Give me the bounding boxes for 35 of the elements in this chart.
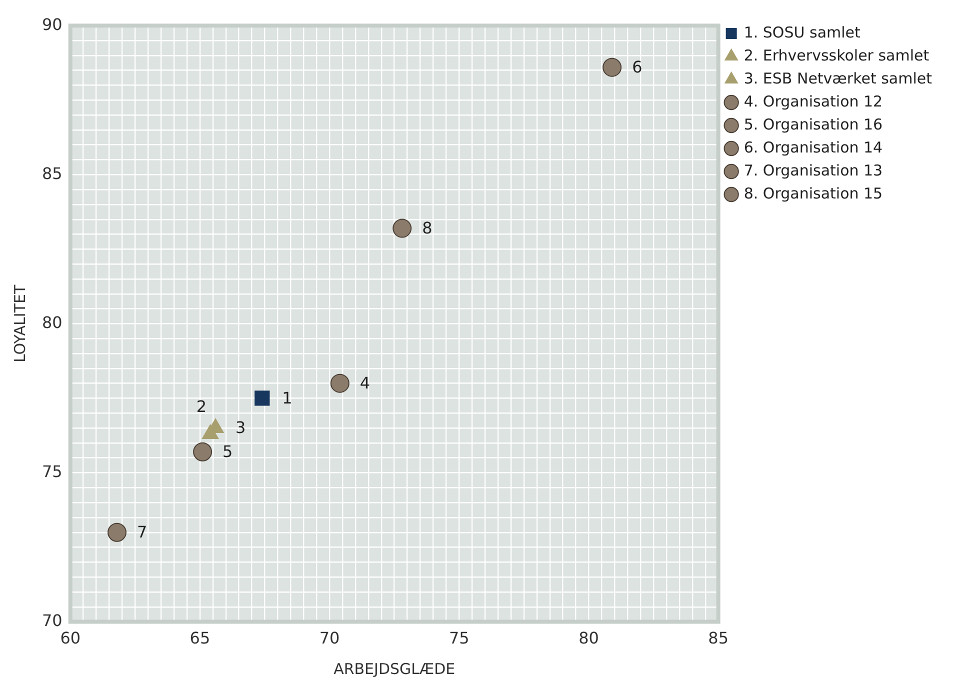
annotation: 4	[360, 373, 370, 392]
annotation: 7	[137, 522, 148, 542]
legend-label: 5. Organisation 16	[744, 115, 883, 134]
y-tick-label: 70	[42, 610, 62, 630]
legend-label: 7. Organisation 13	[744, 161, 883, 180]
annotation: 2	[196, 397, 207, 416]
y-tick-label: 85	[42, 164, 62, 183]
x-tick-label: 65	[190, 628, 210, 648]
legend-label: 1. SOSU samlet	[744, 23, 861, 42]
point	[330, 374, 350, 393]
x-tick-label: 80	[578, 628, 599, 648]
point	[108, 522, 127, 542]
annotation: 3	[236, 418, 246, 438]
x-axis-title: ARBEJDSGLÆDE	[334, 660, 456, 678]
point	[254, 390, 270, 406]
legend-label: 3. ESB Netværket samlet	[744, 69, 932, 88]
y-tick-label: 75	[42, 462, 62, 481]
annotation: 5	[222, 442, 233, 462]
y-axis-title: LOYALITET	[10, 284, 29, 363]
annotation: 8	[422, 218, 432, 238]
legend-label: 6. Organisation 14	[744, 138, 883, 156]
point	[193, 442, 212, 462]
annotation: 1	[282, 388, 292, 408]
x-tick-label: 60	[60, 628, 81, 648]
point	[602, 58, 622, 77]
x-tick-label: 85	[708, 628, 729, 648]
x-tick-label: 70	[319, 628, 340, 648]
legend-label: 2. Erhvervsskoler samlet	[744, 46, 930, 64]
x-tick-label: 75	[448, 628, 470, 648]
y-tick-label: 90	[42, 14, 62, 34]
point	[392, 218, 412, 238]
annotation: 6	[632, 57, 642, 76]
legend-label: 8. Organisation 15	[744, 184, 883, 202]
legend-label: 4. Organisation 12	[744, 92, 883, 110]
y-tick-label: 80	[42, 312, 62, 332]
